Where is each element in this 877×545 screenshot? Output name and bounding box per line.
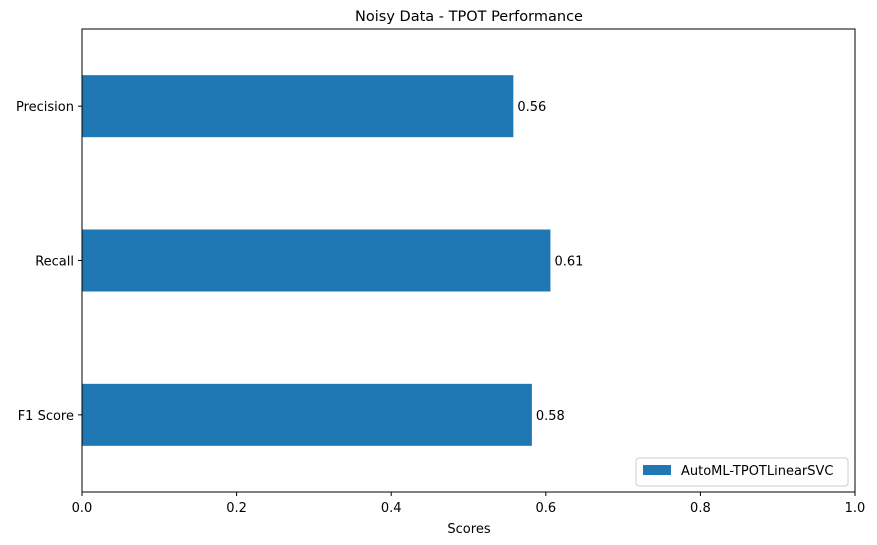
- legend-swatch: [643, 465, 671, 475]
- bar-f1-score: [82, 383, 532, 446]
- x-tick-label: 1.0: [845, 501, 866, 516]
- data-label-f1-score: 0.58: [536, 409, 565, 424]
- chart-title: Noisy Data - TPOT Performance: [355, 9, 583, 25]
- legend-box: [635, 457, 849, 487]
- legend: AutoML-TPOTLinearSVC: [635, 457, 849, 487]
- x-axis-label: Scores: [447, 522, 490, 537]
- data-label-recall: 0.61: [554, 255, 583, 270]
- x-axis-ticks: 0.0 0.2 0.4 0.6 0.8 1.0: [72, 492, 866, 516]
- x-tick-label: 0.0: [72, 501, 93, 516]
- y-axis-ticks: Precision Recall F1 Score: [16, 100, 82, 424]
- x-tick-label: 0.2: [226, 501, 247, 516]
- bar-recall: [82, 229, 551, 292]
- y-tick-label: Precision: [16, 100, 74, 115]
- x-tick-label: 0.8: [690, 501, 711, 516]
- legend-label: AutoML-TPOTLinearSVC: [681, 464, 834, 479]
- data-label-precision: 0.56: [517, 100, 546, 115]
- bar-precision: [82, 75, 514, 138]
- data-labels-group: 0.56 0.61 0.58: [517, 100, 583, 424]
- x-tick-label: 0.4: [381, 501, 402, 516]
- bars-group: [82, 75, 551, 446]
- y-tick-label: Recall: [35, 255, 74, 270]
- x-tick-label: 0.6: [535, 501, 556, 516]
- y-tick-label: F1 Score: [18, 409, 74, 424]
